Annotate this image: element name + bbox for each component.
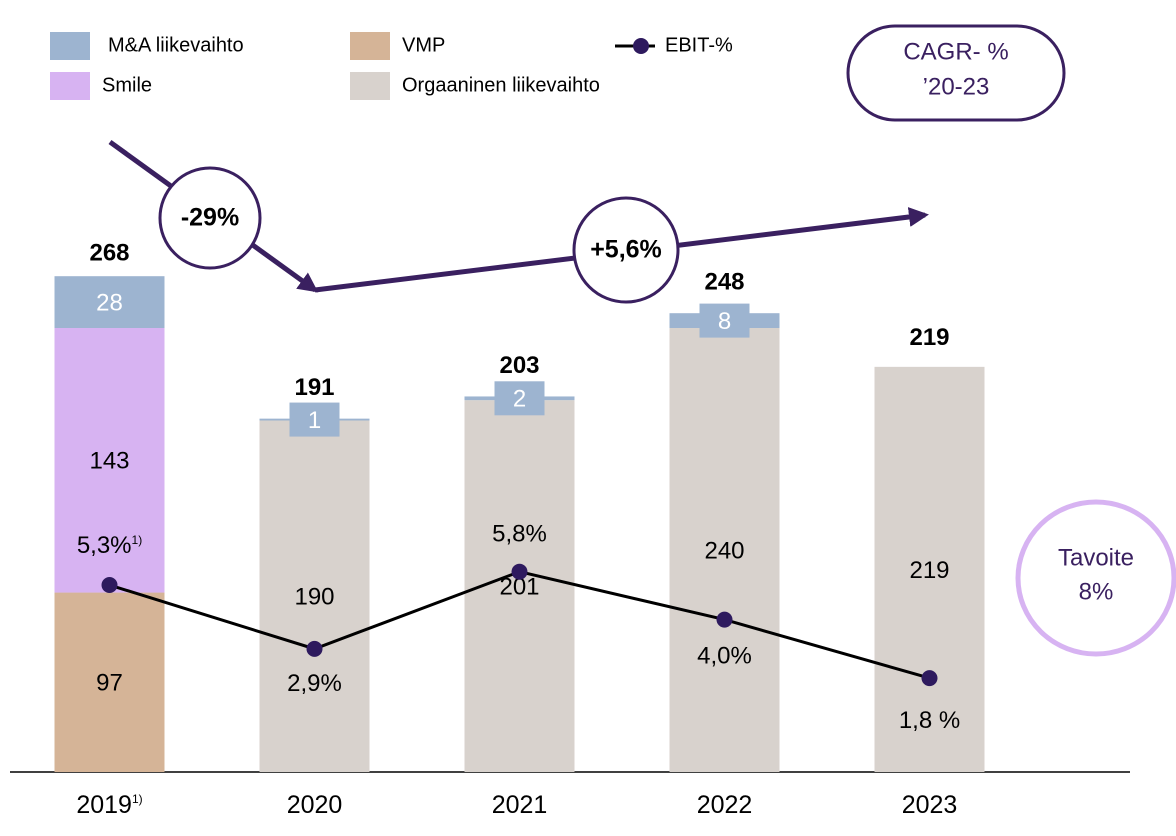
cagr-box bbox=[846, 24, 1066, 122]
category-name: 2020 bbox=[287, 791, 343, 819]
legend-label: Smile bbox=[102, 74, 152, 96]
ebit-label: 1,8 % bbox=[899, 708, 960, 735]
ebit-label: 5,8% bbox=[492, 521, 547, 548]
total-label: 191 bbox=[294, 374, 334, 401]
segment-label-box bbox=[699, 303, 750, 338]
x-tick-label: 2022 bbox=[697, 791, 753, 819]
ebit-marker bbox=[921, 670, 938, 687]
legend-label: Orgaaninen liikevaihto bbox=[402, 74, 600, 96]
bar-segment bbox=[54, 276, 165, 328]
growth-badge bbox=[572, 196, 680, 304]
ebit-marker bbox=[716, 611, 733, 628]
legend-swatch bbox=[50, 32, 90, 60]
category-name: 2021 bbox=[492, 791, 548, 819]
target-title: Tavoite bbox=[1058, 544, 1134, 571]
segment-label-box bbox=[494, 381, 545, 416]
x-tick-label: 2020 bbox=[287, 791, 343, 819]
ebit-marker bbox=[306, 640, 323, 657]
segment-label: 2 bbox=[513, 386, 526, 413]
bar-segment bbox=[54, 328, 165, 593]
x-tick-label: 2021 bbox=[492, 791, 548, 819]
footnote-marker: 1) bbox=[132, 792, 143, 806]
ebit-label: 4,0% bbox=[697, 643, 752, 670]
bar-segment bbox=[54, 592, 165, 772]
total-label: 219 bbox=[909, 324, 949, 351]
ebit-value: 5,3% bbox=[77, 532, 132, 559]
segment-label: 97 bbox=[96, 670, 123, 697]
legend-swatch bbox=[50, 72, 90, 100]
ebit-marker bbox=[101, 577, 118, 594]
segment-label: 240 bbox=[704, 537, 744, 564]
legend-label: M&A liikevaihto bbox=[108, 34, 244, 56]
ebit-value: 1,8 % bbox=[899, 708, 960, 735]
cagr-title: CAGR- % bbox=[903, 38, 1008, 65]
total-label: 203 bbox=[499, 352, 539, 379]
ebit-marker bbox=[511, 563, 528, 580]
cagr-period: ’20-23 bbox=[923, 73, 990, 100]
legend-swatch bbox=[350, 32, 390, 60]
legend-marker bbox=[633, 38, 649, 54]
footnote-marker: 1) bbox=[132, 533, 143, 547]
target-value: 8% bbox=[1079, 578, 1114, 605]
growth-label: +5,6% bbox=[590, 236, 662, 264]
segment-label: 1 bbox=[308, 407, 321, 434]
x-tick-label: 20191) bbox=[76, 791, 142, 819]
ebit-label: 2,9% bbox=[287, 670, 342, 697]
ebit-value: 5,8% bbox=[492, 521, 547, 548]
segment-label: 190 bbox=[294, 584, 334, 611]
segment-label-box bbox=[289, 402, 340, 437]
segment-label: 28 bbox=[96, 289, 123, 316]
ebit-label: 5,3%1) bbox=[77, 532, 142, 559]
total-label: 248 bbox=[704, 269, 744, 296]
bar-segment bbox=[669, 328, 780, 772]
category-name: 2022 bbox=[697, 791, 753, 819]
ebit-value: 4,0% bbox=[697, 643, 752, 670]
legend-swatch bbox=[350, 72, 390, 100]
target-badge bbox=[1015, 499, 1176, 657]
ebit-value: 2,9% bbox=[287, 670, 342, 697]
category-name: 2019 bbox=[76, 791, 132, 819]
bar-segment bbox=[874, 366, 985, 772]
decline-label: -29% bbox=[181, 204, 239, 232]
segment-label: 8 bbox=[718, 308, 731, 335]
total-label: 268 bbox=[89, 240, 129, 267]
bar-segment bbox=[259, 420, 370, 772]
decline-badge bbox=[158, 166, 262, 270]
segment-label: 219 bbox=[909, 557, 949, 584]
category-name: 2023 bbox=[902, 791, 958, 819]
legend-label: EBIT-% bbox=[665, 34, 733, 56]
x-tick-label: 2023 bbox=[902, 791, 958, 819]
trend-arrows: -29% +5,6% bbox=[108, 139, 929, 304]
legend-label: VMP bbox=[402, 34, 445, 56]
segment-label: 143 bbox=[89, 448, 129, 475]
